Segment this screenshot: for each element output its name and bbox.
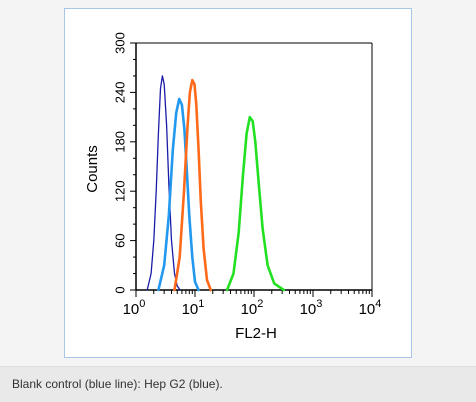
flow-cytometry-histogram: 0 60 120 180 240 300 100 101 102 103 104 FL2-H Cou… bbox=[84, 32, 382, 342]
x-tick-label: 102 bbox=[241, 298, 264, 318]
y-tick-label: 300 bbox=[113, 32, 128, 54]
x-tick-label: 103 bbox=[300, 298, 323, 318]
y-tick-label: 120 bbox=[113, 180, 128, 202]
y-tick-label: 0 bbox=[113, 286, 128, 293]
histogram-series-3 bbox=[173, 78, 213, 292]
figure-caption: Blank control (blue line): Hep G2 (blue)… bbox=[12, 377, 223, 391]
figure-frame: 0 60 120 180 240 300 100 101 102 103 104 FL2-H Cou… bbox=[64, 8, 412, 358]
histogram-series-1 bbox=[146, 75, 181, 291]
x-tick-label: 100 bbox=[123, 298, 146, 318]
x-tick-label: 101 bbox=[182, 298, 205, 318]
caption-bar: Blank control (blue line): Hep G2 (blue)… bbox=[0, 366, 476, 402]
chart-axes: 0 60 120 180 240 300 100 101 102 103 104 bbox=[113, 32, 382, 318]
y-axis-label: Counts bbox=[84, 145, 101, 193]
y-tick-label: 240 bbox=[113, 82, 128, 104]
chart-series-layer bbox=[146, 75, 286, 292]
y-tick-label: 180 bbox=[113, 131, 128, 153]
histogram-series-4 bbox=[225, 115, 286, 292]
y-tick-label: 60 bbox=[113, 233, 128, 247]
x-tick-label: 104 bbox=[359, 298, 382, 318]
x-axis-label: FL2-H bbox=[235, 325, 277, 342]
histogram-series-2 bbox=[157, 97, 200, 292]
